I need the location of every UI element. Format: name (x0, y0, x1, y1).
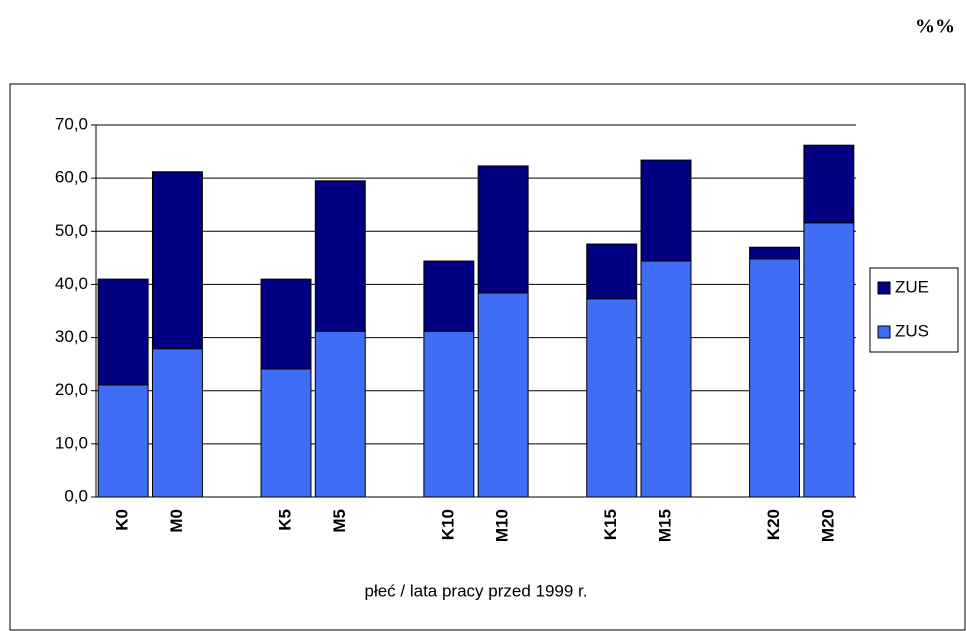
bar-segment (477, 165, 529, 294)
x-tick-label: M0 (167, 509, 186, 533)
x-tick-label: K20 (764, 509, 783, 540)
y-tick-label: 60,0 (55, 168, 88, 187)
y-tick-label: 10,0 (55, 433, 88, 452)
x-tick-label: K5 (275, 509, 294, 531)
bar-segment (749, 258, 801, 498)
bar-segment (97, 278, 149, 386)
bar-segment (314, 330, 366, 498)
bar-segment (151, 348, 203, 498)
bar-segment (803, 144, 855, 224)
x-tick-label: K15 (601, 509, 620, 540)
corner-label: %% (915, 16, 955, 38)
y-tick-label: 40,0 (55, 274, 88, 293)
x-tick-label: K0 (113, 509, 132, 531)
x-tick-label: K10 (438, 509, 457, 540)
bar-segment (640, 260, 692, 498)
bar-segment (260, 368, 312, 498)
bar-segment (640, 159, 692, 262)
legend-swatch (877, 281, 891, 295)
bar-segment (314, 180, 366, 332)
bar-segment (151, 171, 203, 350)
bar-segment (586, 298, 638, 498)
bar-segment (477, 292, 529, 498)
y-tick-label: 70,0 (55, 114, 88, 133)
x-axis-label: płeć / lata pracy przed 1999 r. (364, 581, 587, 600)
y-tick-label: 50,0 (55, 221, 88, 240)
bar-segment (260, 278, 312, 370)
x-tick-label: M15 (655, 509, 674, 542)
x-tick-label: M5 (330, 509, 349, 533)
bar-segment (803, 222, 855, 498)
bar-segment (749, 246, 801, 260)
x-tick-label: M10 (493, 509, 512, 542)
legend-label: ZUE (895, 277, 929, 296)
legend-label: ZUS (895, 321, 929, 340)
x-tick-label: M20 (818, 509, 837, 542)
bar-segment (423, 330, 475, 498)
y-tick-label: 30,0 (55, 327, 88, 346)
legend-swatch (877, 325, 891, 339)
bar-segment (423, 260, 475, 332)
y-tick-label: 0,0 (64, 486, 88, 505)
bar-segment (586, 243, 638, 300)
y-tick-label: 20,0 (55, 380, 88, 399)
chart-frame (9, 83, 966, 631)
bar-segment (97, 384, 149, 498)
